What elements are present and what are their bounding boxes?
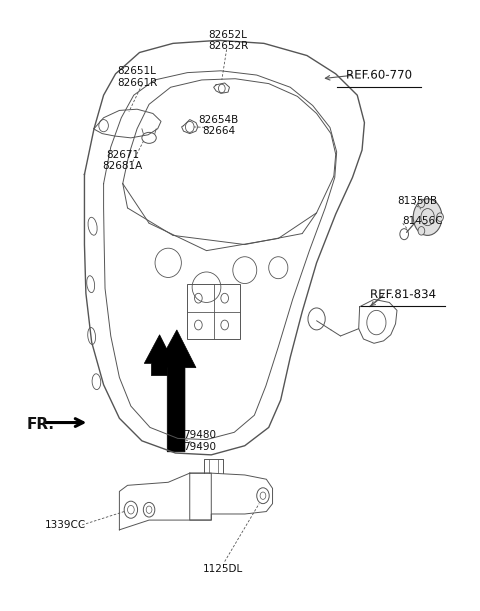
Text: 82651L
82661R: 82651L 82661R xyxy=(117,66,157,88)
Text: 81350B: 81350B xyxy=(397,196,437,206)
Polygon shape xyxy=(156,330,196,452)
Text: REF.81-834: REF.81-834 xyxy=(370,288,435,301)
Bar xyxy=(187,284,240,339)
Text: 82654B
82664: 82654B 82664 xyxy=(198,115,239,136)
Text: 79480
79490: 79480 79490 xyxy=(183,430,216,452)
Text: FR.: FR. xyxy=(27,417,55,432)
Circle shape xyxy=(437,213,444,221)
Text: 81456C: 81456C xyxy=(403,216,443,226)
Text: 82671
82681A: 82671 82681A xyxy=(103,150,143,171)
Text: REF.60-770: REF.60-770 xyxy=(346,68,412,81)
Text: 1339CC: 1339CC xyxy=(45,520,86,530)
Text: 1125DL: 1125DL xyxy=(203,564,243,574)
Circle shape xyxy=(418,199,425,208)
Circle shape xyxy=(413,199,442,235)
Circle shape xyxy=(418,227,425,235)
Text: 82652L
82652R: 82652L 82652R xyxy=(208,29,248,51)
Polygon shape xyxy=(144,335,174,376)
